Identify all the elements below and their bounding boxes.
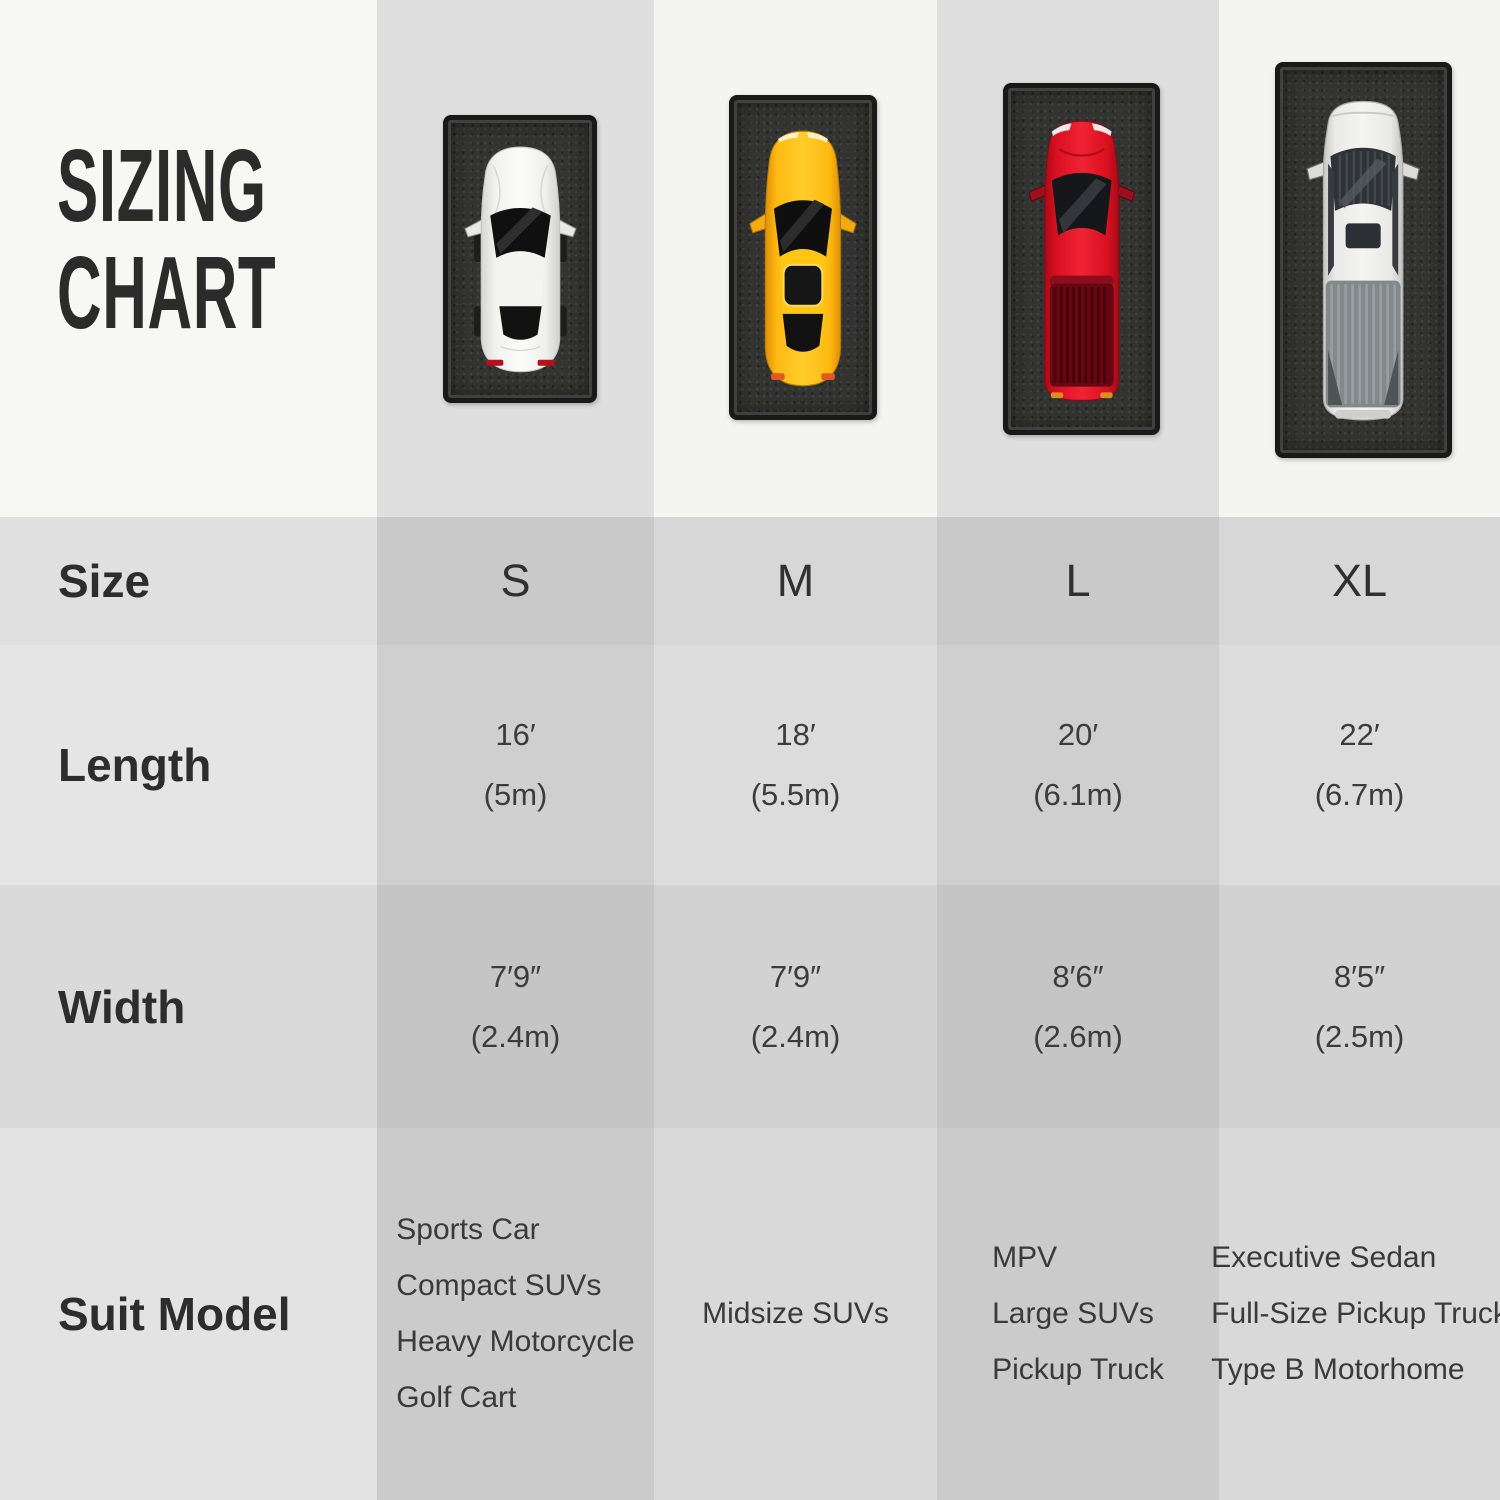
width-feet: 7′9″ [489, 958, 542, 994]
model-item: MPV [992, 1241, 1058, 1274]
width-meters: (2.4m) [470, 1018, 561, 1054]
width-label: Width [58, 980, 186, 1033]
white-sedan-top-view-icon [463, 147, 577, 373]
length-cell-s: 16′ (5m) [377, 645, 654, 885]
car-column-s [377, 0, 654, 517]
model-item: Pickup Truck [992, 1353, 1164, 1386]
model-item: Midsize SUVs [702, 1297, 889, 1330]
model-list: Sports Car Compact SUVs Heavy Motorcycle… [396, 1202, 634, 1426]
car-column-m [654, 0, 937, 517]
model-list: MPV Large SUVs Pickup Truck [992, 1230, 1164, 1398]
size-s: S [500, 555, 531, 606]
model-list: Executive Sedan Full-Size Pickup Truck T… [1211, 1230, 1500, 1398]
model-item: Large SUVs [992, 1297, 1154, 1330]
white-full-size-truck-top-view-icon [1306, 100, 1421, 421]
car-column-xl [1219, 0, 1500, 517]
size-l: L [1065, 555, 1091, 606]
width-feet: 8′6″ [1052, 958, 1104, 994]
yellow-compact-car-top-view-icon [749, 130, 857, 387]
suit-model-cell-l: MPV Large SUVs Pickup Truck [937, 1128, 1219, 1500]
row-label-width: Width [0, 885, 377, 1128]
length-feet: 20′ [1057, 717, 1099, 752]
model-item: Golf Cart [396, 1381, 517, 1414]
width-cell-s: 7′9″ (2.4m) [377, 885, 654, 1128]
size-header-xl: XL [1219, 517, 1500, 645]
title-line-1: SIZING [57, 128, 267, 243]
size-xl: XL [1331, 555, 1388, 606]
width-cell-l: 8′6″ (2.6m) [937, 885, 1219, 1128]
row-label-suit-model: Suit Model [0, 1128, 377, 1500]
size-m: M [776, 555, 815, 606]
suit-model-cell-s: Sports Car Compact SUVs Heavy Motorcycle… [377, 1128, 654, 1500]
model-item: Type B Motorhome [1211, 1353, 1465, 1386]
suit-model-label: Suit Model [58, 1288, 291, 1340]
width-meters: (2.6m) [1033, 1018, 1123, 1054]
car-mat-s [443, 115, 597, 403]
model-item: Executive Sedan [1211, 1241, 1437, 1274]
length-feet: 18′ [775, 717, 816, 752]
length-label: Length [58, 739, 212, 791]
model-item: Sports Car [396, 1213, 540, 1246]
model-item: Full-Size Pickup Truck [1211, 1297, 1500, 1330]
width-feet: 8′5″ [1333, 958, 1386, 994]
suit-model-cell-xl: Executive Sedan Full-Size Pickup Truck T… [1211, 1128, 1500, 1500]
size-label: Size [58, 555, 151, 607]
length-meters: (5m) [483, 777, 548, 812]
size-header-l: L [937, 517, 1219, 645]
size-header-s: S [377, 517, 654, 645]
model-item: Compact SUVs [396, 1269, 602, 1302]
suit-model-cell-m: Midsize SUVs [654, 1128, 937, 1500]
width-feet: 7′9″ [769, 958, 822, 994]
length-meters: (6.1m) [1033, 777, 1123, 812]
width-meters: (2.4m) [750, 1018, 841, 1054]
red-pickup-truck-top-view-icon [1028, 120, 1135, 401]
size-header-m: M [654, 517, 937, 645]
row-label-length: Length [0, 645, 377, 885]
length-feet: 22′ [1339, 717, 1380, 752]
width-meters: (2.5m) [1314, 1018, 1405, 1054]
car-mat-m [729, 95, 877, 420]
car-column-l [937, 0, 1219, 517]
width-cell-xl: 8′5″ (2.5m) [1219, 885, 1500, 1128]
length-meters: (6.7m) [1314, 777, 1405, 812]
car-mat-l [1003, 83, 1160, 435]
page-title: SIZING CHART [57, 132, 276, 346]
length-cell-m: 18′ (5.5m) [654, 645, 937, 885]
length-cell-l: 20′ (6.1m) [937, 645, 1219, 885]
title-line-2: CHART [57, 235, 277, 351]
model-item: Heavy Motorcycle [396, 1325, 635, 1358]
row-label-size: Size [0, 517, 377, 645]
length-meters: (5.5m) [750, 777, 841, 812]
model-list: Midsize SUVs [702, 1286, 889, 1342]
length-feet: 16′ [495, 717, 536, 752]
car-mat-xl [1275, 62, 1452, 458]
width-cell-m: 7′9″ (2.4m) [654, 885, 937, 1128]
title-area: SIZING CHART [0, 0, 377, 517]
length-cell-xl: 22′ (6.7m) [1219, 645, 1500, 885]
